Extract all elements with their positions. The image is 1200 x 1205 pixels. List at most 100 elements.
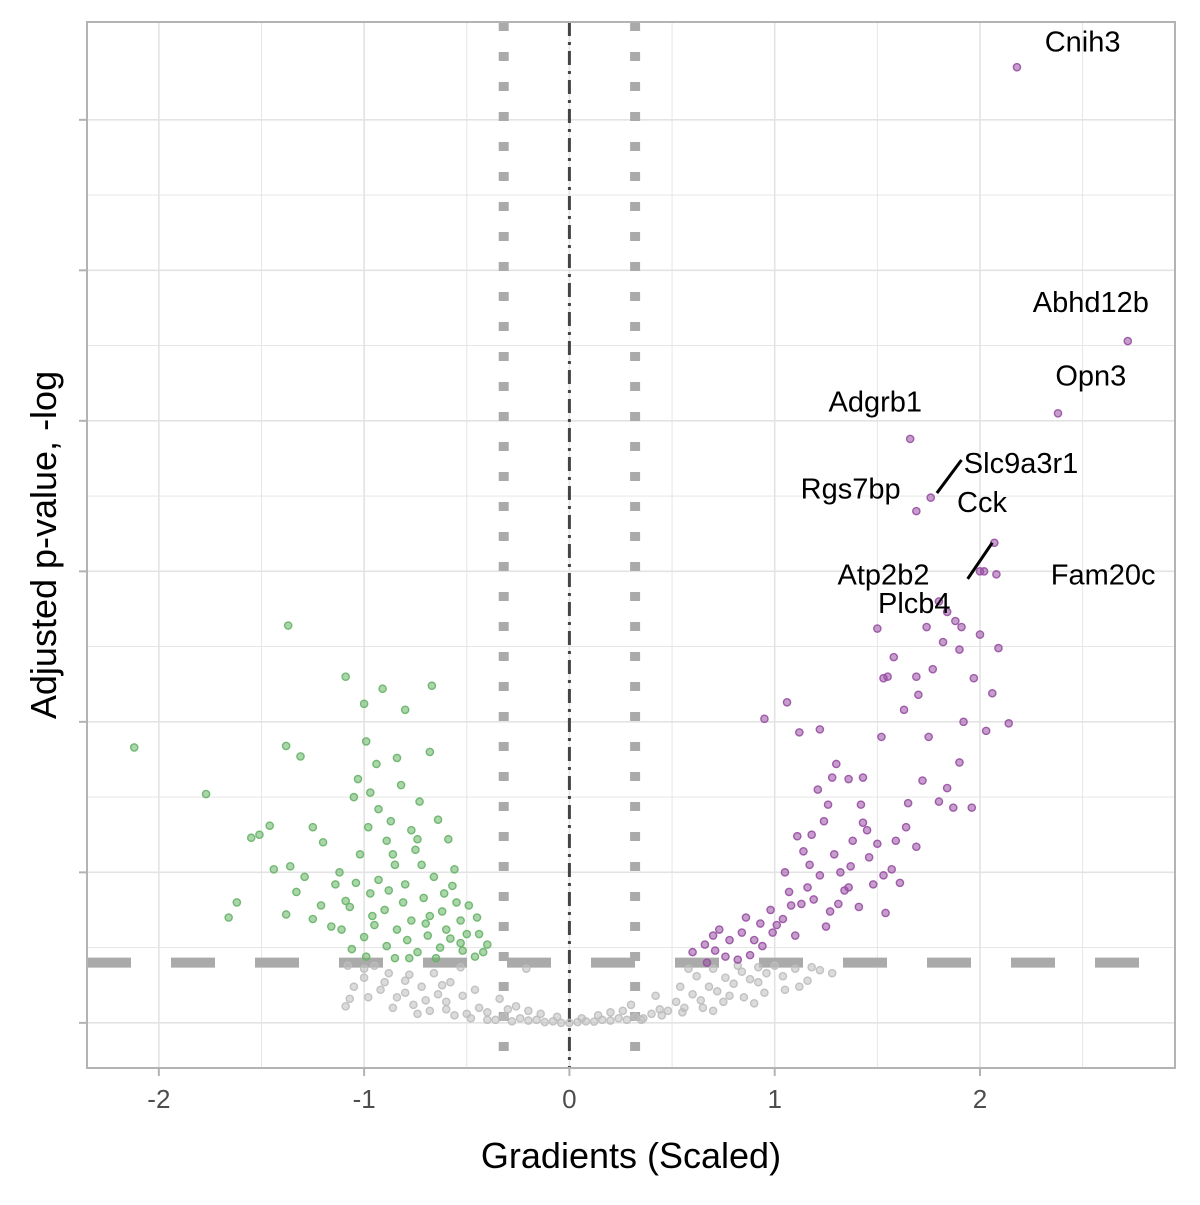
data-point-down — [392, 925, 402, 934]
data-point-not-significant — [376, 985, 385, 995]
data-point-down — [439, 889, 449, 898]
data-point-down — [464, 901, 474, 910]
data-points — [129, 62, 1133, 1028]
data-point-down — [448, 881, 457, 891]
data-point-up — [901, 822, 911, 832]
data-point-up-labeled — [992, 570, 1001, 579]
data-point-down — [378, 684, 387, 694]
data-point-up — [938, 637, 948, 647]
gene-label-abhd12b: Abhd12b — [1033, 287, 1149, 319]
data-point-not-significant — [483, 1008, 492, 1017]
data-point-up — [741, 913, 751, 922]
data-point-up — [827, 773, 837, 782]
data-point-up — [848, 836, 858, 846]
data-point-down — [337, 925, 346, 934]
data-point-not-significant — [663, 1006, 673, 1016]
data-point-down — [462, 929, 472, 939]
data-point-down — [458, 946, 467, 955]
data-point-not-significant — [795, 982, 804, 992]
data-point-not-significant — [450, 1011, 459, 1020]
data-point-not-significant — [343, 961, 353, 970]
data-point-up — [745, 950, 755, 960]
data-point-not-significant — [483, 1015, 492, 1025]
data-point-up — [899, 705, 909, 715]
data-point-up — [924, 732, 933, 742]
data-point-down — [232, 898, 242, 907]
data-point-not-significant — [577, 1014, 587, 1023]
data-point-down — [345, 902, 355, 912]
data-point-down — [413, 834, 422, 844]
data-point-up — [815, 725, 825, 734]
data-point-up — [725, 935, 734, 945]
data-point-down — [361, 952, 371, 961]
data-point-up-labeled — [1053, 409, 1063, 418]
data-point-not-significant — [345, 994, 355, 1004]
data-point-down — [421, 919, 431, 928]
gene-label-rgs7bp: Rgs7bp — [801, 474, 901, 506]
data-point-not-significant — [760, 988, 769, 998]
data-point-not-significant — [441, 997, 451, 1007]
data-point-up — [895, 878, 905, 888]
data-point-not-significant — [688, 989, 697, 999]
data-point-up-labeled — [1012, 62, 1022, 72]
data-point-down — [380, 905, 389, 915]
data-point-up — [942, 607, 952, 617]
data-point-down — [382, 941, 392, 951]
data-point-up — [877, 732, 886, 742]
data-point-not-significant — [388, 1003, 398, 1013]
data-point-up-labeled — [905, 434, 915, 444]
data-point-up — [782, 697, 792, 707]
data-point-up — [891, 836, 901, 846]
gene-label-fam20c: Fam20c — [1051, 559, 1156, 591]
data-point-down — [353, 774, 363, 784]
data-point-not-significant — [753, 962, 763, 972]
data-point-down — [368, 911, 377, 921]
data-point-not-significant — [684, 964, 693, 973]
data-point-not-significant — [511, 1001, 521, 1011]
data-point-down — [474, 929, 484, 939]
data-point-down — [425, 911, 435, 921]
data-point-not-significant — [618, 1006, 628, 1016]
data-point-up — [854, 902, 864, 912]
data-point-not-significant — [524, 1006, 533, 1016]
gene-label-cck: Cck — [957, 487, 1007, 519]
data-point-up — [987, 688, 997, 698]
data-point-not-significant — [462, 1009, 472, 1019]
data-point-up — [844, 774, 853, 784]
label-leader-line — [966, 541, 994, 580]
data-point-down — [246, 833, 256, 843]
data-point-down — [351, 878, 361, 888]
data-point-down — [441, 925, 451, 934]
data-point-not-significant — [626, 1000, 636, 1010]
data-point-not-significant — [363, 992, 373, 1002]
data-point-up — [967, 803, 977, 812]
data-point-up — [858, 818, 868, 827]
data-point-up — [918, 776, 927, 785]
data-point-not-significant — [803, 976, 812, 986]
data-point-not-significant — [532, 1015, 541, 1025]
data-point-up — [825, 907, 835, 916]
data-point-not-significant — [370, 961, 379, 970]
data-point-up — [834, 899, 843, 909]
data-point-up — [758, 941, 767, 951]
grid-lines — [87, 22, 1175, 1068]
data-point-not-significant — [692, 971, 701, 981]
data-point-down — [347, 944, 357, 954]
data-point-up — [702, 958, 712, 967]
data-point-down — [419, 893, 428, 903]
data-point-not-significant — [678, 1008, 687, 1017]
data-point-up — [733, 955, 743, 964]
data-point-up — [846, 862, 855, 871]
data-point-not-significant — [470, 985, 480, 995]
data-point-up — [760, 714, 769, 724]
data-point-up — [786, 901, 796, 910]
data-point-down — [446, 934, 455, 943]
data-point-up — [881, 908, 890, 918]
data-point-down — [450, 865, 459, 874]
data-point-not-significant — [622, 1015, 632, 1025]
data-point-up — [959, 717, 968, 727]
data-point-up — [836, 868, 845, 877]
data-point-up — [815, 871, 825, 880]
x-tick-label: -2 — [147, 1084, 170, 1114]
data-point-up — [955, 758, 964, 767]
